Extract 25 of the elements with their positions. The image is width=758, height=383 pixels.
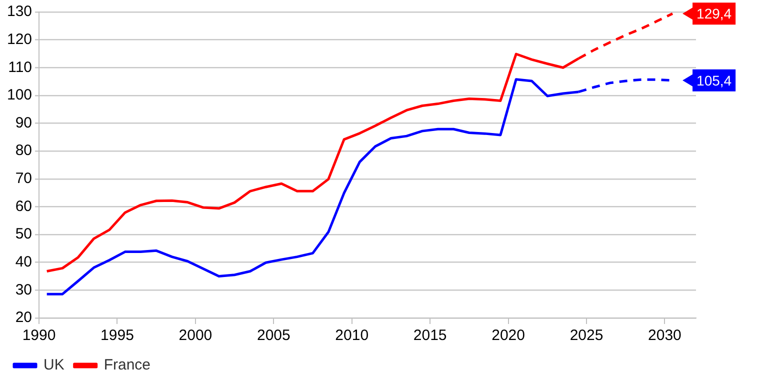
y-tick-label: 110 bbox=[8, 58, 32, 76]
y-tick-label: 90 bbox=[15, 114, 32, 132]
y-tick-label: 20 bbox=[15, 309, 32, 326]
y-tick-label: 70 bbox=[15, 170, 32, 188]
legend-label: France bbox=[104, 356, 151, 374]
y-tick-label: 80 bbox=[15, 142, 32, 160]
data-label: 129,4 bbox=[696, 6, 732, 22]
legend-label: UK bbox=[44, 356, 64, 374]
x-tick-label: 2020 bbox=[492, 327, 525, 344]
data-label: 105,4 bbox=[696, 72, 732, 88]
x-tick-label: 2025 bbox=[570, 327, 604, 344]
y-tick-label: 30 bbox=[15, 281, 32, 298]
x-tick-label: 2005 bbox=[256, 327, 290, 344]
y-tick-label: 100 bbox=[6, 86, 32, 104]
x-tick-label: 1990 bbox=[22, 327, 56, 344]
x-tick-label: 1995 bbox=[100, 327, 134, 344]
y-tick-label: 120 bbox=[6, 30, 32, 48]
x-tick-label: 2010 bbox=[335, 327, 369, 344]
y-tick-label: 130 bbox=[6, 3, 32, 20]
x-tick-label: 2015 bbox=[413, 327, 447, 344]
y-tick-label: 50 bbox=[15, 226, 32, 243]
y-tick-label: 40 bbox=[15, 254, 32, 271]
x-tick-label: 2000 bbox=[178, 327, 212, 344]
y-tick-label: 60 bbox=[15, 198, 32, 215]
x-tick-label: 2030 bbox=[648, 327, 682, 344]
